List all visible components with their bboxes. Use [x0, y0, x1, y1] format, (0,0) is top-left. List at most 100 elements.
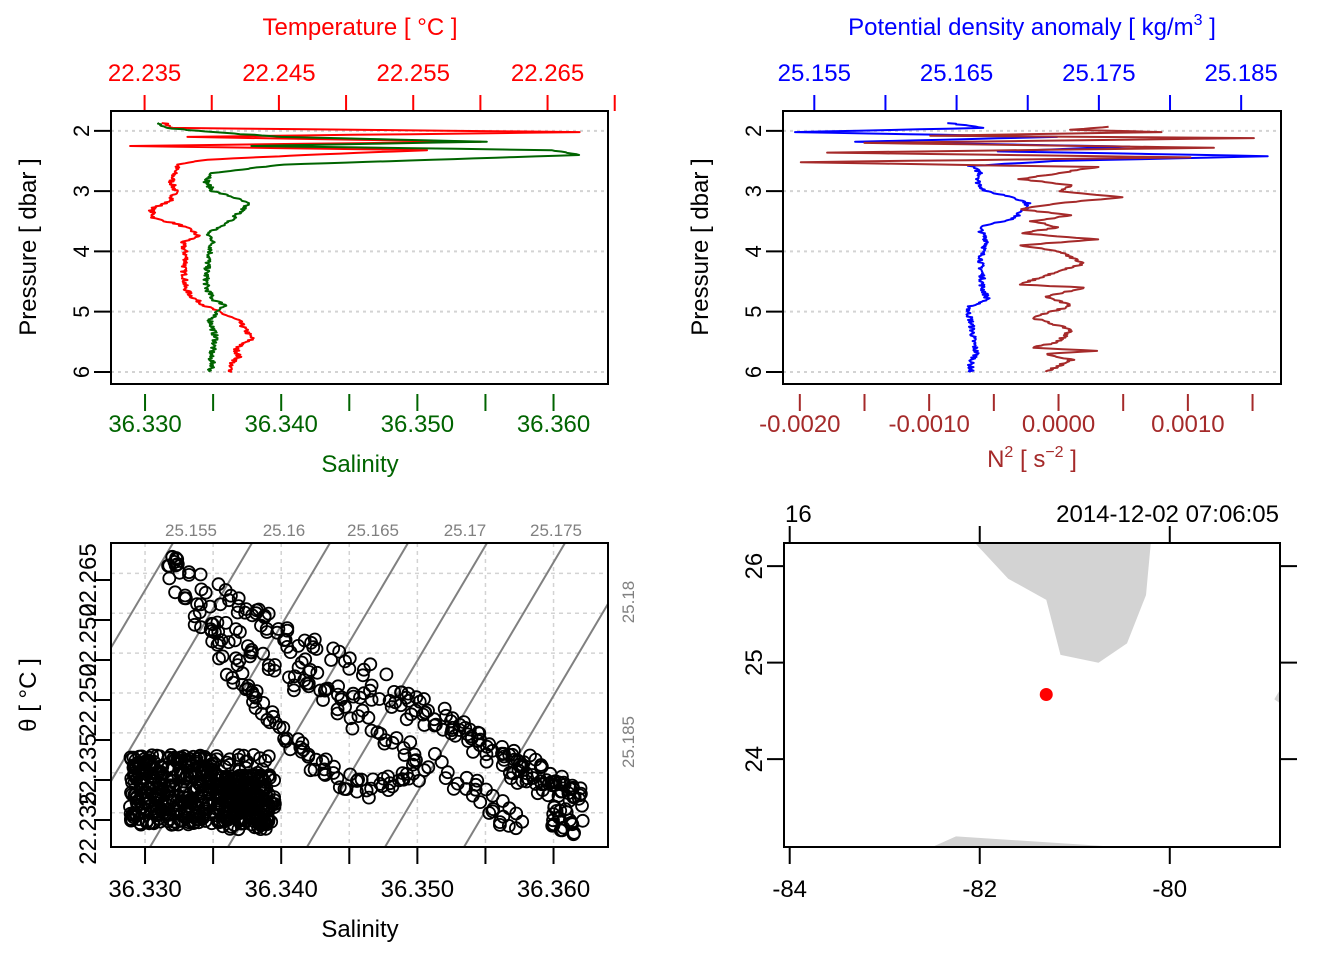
ts-point	[149, 788, 164, 802]
y-tick-label: 5	[69, 306, 94, 318]
ts-point	[479, 739, 494, 754]
ts-point	[173, 767, 188, 782]
ts-point	[427, 712, 442, 727]
ts-point	[438, 771, 453, 785]
plot-frame	[110, 110, 609, 385]
ts-point	[320, 681, 335, 696]
ts-point	[178, 588, 193, 603]
ts-point	[231, 748, 246, 762]
density-ticks: 25.155 25.165 25.175 25.185	[778, 60, 1278, 111]
ts-point	[307, 632, 322, 647]
y-tick-label: 22.265	[75, 543, 102, 616]
ts-point	[309, 642, 324, 656]
theta-axis-title: θ [ °C ]	[15, 658, 42, 732]
ts-point	[231, 591, 246, 606]
ts-point	[272, 720, 287, 735]
bottom-tick-label: 36.350	[381, 411, 454, 438]
y-tick-label: 6	[741, 366, 766, 378]
isopycnal-label: 25.165	[347, 521, 399, 540]
isopycnal-line	[463, 601, 608, 847]
ts-point	[317, 683, 332, 698]
ts-point	[144, 760, 159, 775]
ts-point	[309, 752, 324, 767]
ts-point	[356, 662, 371, 677]
ts-point	[338, 654, 352, 669]
ts-point	[267, 790, 282, 804]
ts-point	[277, 731, 292, 746]
isopycnal-label: 25.155	[165, 521, 217, 540]
ts-point	[495, 794, 510, 808]
ts-point	[468, 782, 483, 797]
y-tick-label: 4	[69, 245, 94, 257]
series-line-potential-density-anomaly	[794, 122, 1269, 373]
ts-point	[261, 769, 276, 784]
ts-point	[315, 754, 330, 769]
ts-point	[301, 676, 316, 691]
ts-point	[364, 693, 379, 707]
temperature-salinity-panel: Temperature [ °C ] 22.235 22.245 22.255 22.…	[15, 14, 616, 478]
ts-point	[140, 814, 154, 828]
ts-point	[395, 766, 410, 780]
ts-point	[218, 811, 233, 826]
ts-point	[473, 795, 488, 809]
ts-point	[379, 667, 394, 682]
station-point	[1039, 688, 1053, 702]
ts-point	[208, 801, 223, 816]
ts-point	[437, 701, 452, 716]
y-tick-label: 22.250	[75, 603, 102, 676]
ts-point	[232, 653, 247, 668]
x-tick-label: -80	[1152, 876, 1187, 903]
y-tick-label: 22.235	[75, 733, 102, 806]
top-tick-label: 25.185	[1204, 60, 1277, 87]
ts-point	[427, 718, 442, 733]
ts-point	[152, 781, 167, 796]
y-tick-label: 24	[741, 746, 768, 773]
pressure-ticks: 2 3 4 5 6	[69, 125, 111, 378]
ts-point	[501, 819, 516, 833]
map-ticks: -84 -82 -80 24 25 26	[741, 526, 1297, 903]
ts-point	[205, 756, 220, 771]
ts-point	[332, 644, 347, 659]
ts-point	[149, 804, 164, 819]
ts-point	[541, 788, 555, 803]
ts-point	[215, 649, 230, 664]
ts-point	[170, 557, 185, 571]
bottom-tick-label: 36.330	[108, 411, 181, 438]
series-line-salinity	[157, 122, 581, 373]
y-tick-label: 2	[741, 125, 766, 137]
ts-point	[203, 599, 218, 614]
ts-point	[363, 683, 377, 698]
station-marker	[1039, 688, 1053, 702]
bottom-tick-label: 0.0010	[1151, 411, 1224, 438]
ts-point	[291, 732, 306, 747]
ts-point	[238, 605, 253, 620]
ts-point	[294, 744, 309, 759]
ts-point	[515, 758, 530, 772]
ts-points	[123, 549, 590, 842]
ts-point	[155, 765, 170, 780]
isopycnal-label: 25.18	[619, 581, 638, 624]
ts-point	[236, 748, 251, 763]
top-tick-label: 25.165	[920, 60, 993, 87]
y-tick-label: 2	[69, 125, 94, 137]
ts-point	[215, 819, 230, 834]
x-tick-label: 36.360	[517, 876, 590, 903]
ts-point	[261, 804, 276, 818]
ts-point	[129, 794, 144, 809]
ts-point	[339, 782, 354, 796]
ts-point	[395, 772, 410, 787]
salinity-ticks: 36.330 36.340 36.350 36.360	[108, 847, 590, 903]
ts-point	[162, 571, 177, 586]
ts-point	[161, 779, 176, 793]
ts-point	[405, 757, 420, 772]
ts-point	[553, 803, 568, 818]
ts-point	[440, 765, 455, 780]
ts-point	[384, 700, 399, 714]
ts-point	[228, 651, 243, 666]
ts-point	[534, 777, 549, 792]
ts-point	[194, 582, 209, 597]
ts-point	[278, 632, 293, 647]
pressure-axis-title: Pressure [ dbar ]	[687, 158, 714, 335]
ts-point	[187, 809, 202, 824]
isopycnal-line	[111, 543, 174, 650]
